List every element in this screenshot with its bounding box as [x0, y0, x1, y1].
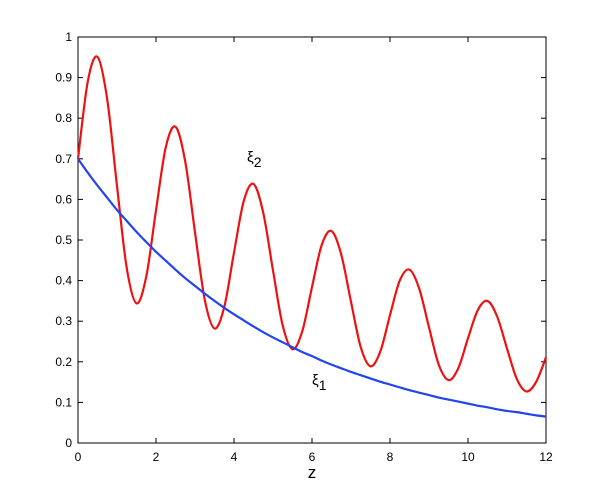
x-axis-label: z [308, 463, 317, 482]
annotation-symbol: ξ [247, 149, 254, 166]
plot-frame [77, 36, 547, 444]
series-line [77, 158, 547, 418]
y-tick-label: 0.9 [55, 71, 72, 85]
annotation: ξ2 [247, 149, 262, 170]
x-tick-label: 6 [309, 450, 316, 464]
y-tick-label: 0.2 [55, 355, 72, 369]
x-tick-label: 0 [75, 450, 82, 464]
y-tick-label: 0.6 [55, 192, 72, 206]
annotation: ξ1 [312, 372, 327, 393]
x-tick-label: 12 [539, 450, 553, 464]
annotation-subscript: 2 [254, 154, 262, 170]
series-line [76, 55, 548, 393]
y-tick-label: 1 [65, 30, 72, 44]
y-tick-label: 0.4 [55, 274, 72, 288]
y-tick-label: 0.8 [55, 111, 72, 125]
x-tick-label: 8 [387, 450, 394, 464]
x-tick-label: 4 [231, 450, 238, 464]
y-tick-label: 0.1 [55, 395, 72, 409]
y-tick-label: 0 [65, 436, 72, 450]
y-tick-label: 0.7 [55, 152, 72, 166]
y-tick-label: 0.5 [55, 233, 72, 247]
annotation-symbol: ξ [312, 372, 319, 389]
x-tick-label: 10 [461, 450, 475, 464]
x-tick-label: 2 [153, 450, 160, 464]
annotation-subscript: 1 [319, 377, 327, 393]
y-tick-label: 0.3 [55, 314, 72, 328]
